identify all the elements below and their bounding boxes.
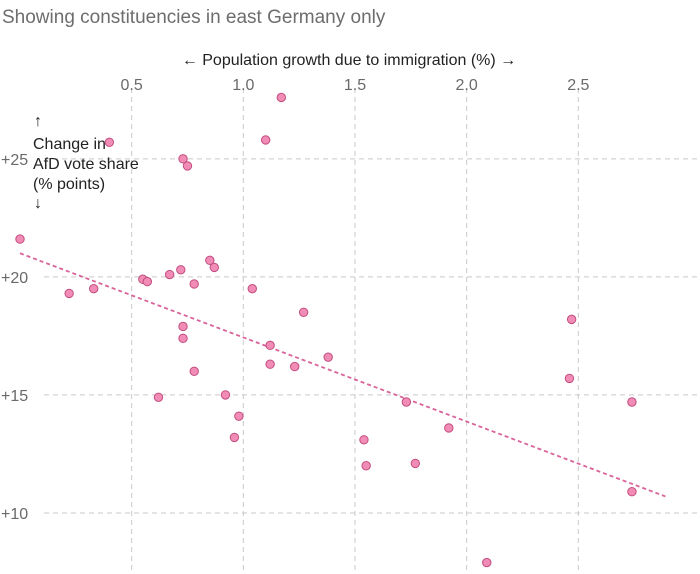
data-point [89, 283, 99, 294]
data-point [142, 276, 153, 287]
trendline-layer [19, 252, 666, 498]
data-point [189, 366, 199, 377]
data-point [410, 458, 420, 469]
data-point [178, 333, 188, 343]
data-point [444, 423, 454, 433]
y-axis-title-line: AfD vote share [33, 156, 139, 173]
y-tick-label: +10 [1, 506, 28, 523]
data-point [260, 135, 271, 145]
trendline [19, 252, 666, 498]
data-point [361, 461, 371, 471]
data-point [229, 432, 240, 443]
data-point [220, 390, 231, 400]
y-axis-title: ↑ Change in AfD vote share (% points) ↓ [33, 113, 139, 212]
grid-layer [44, 88, 700, 574]
x-tick-label: 0.5 [121, 77, 143, 94]
x-tick-label: 1.5 [344, 77, 366, 94]
data-point [265, 359, 275, 369]
data-point [205, 255, 215, 266]
data-point [564, 373, 575, 384]
data-point [566, 314, 577, 325]
data-point [209, 262, 220, 273]
points-layer [15, 92, 637, 568]
data-point [627, 397, 637, 407]
data-point [482, 557, 492, 568]
chart-subtitle: Showing constituencies in east Germany o… [2, 7, 386, 28]
data-point [276, 92, 286, 103]
x-tick-label: 2.5 [567, 77, 589, 94]
data-point [265, 340, 275, 351]
y-tick-label: +25 [1, 152, 28, 169]
y-axis-title-line: Change in [33, 136, 106, 153]
data-point [178, 321, 188, 332]
x-axis-title: ← Population growth due to immigration (… [182, 52, 516, 69]
data-point [290, 361, 300, 372]
data-point [627, 487, 637, 497]
y-tick-label: +20 [1, 270, 28, 287]
y-tick-label: +15 [1, 388, 28, 405]
tick-labels: 0.5 1.0 1.5 2.0 2.5 +10 +15 +20 +25 [1, 77, 590, 523]
y-axis-title-line: ↓ [34, 195, 42, 212]
data-point [323, 352, 333, 362]
data-point [359, 435, 369, 445]
data-point [234, 411, 244, 421]
data-point [176, 265, 186, 275]
data-point [178, 154, 188, 164]
data-point [104, 137, 115, 148]
data-point [401, 397, 412, 407]
data-point [247, 283, 257, 294]
data-point [153, 392, 164, 402]
x-tick-label: 1.0 [232, 77, 254, 94]
y-axis-title-line: (% points) [33, 176, 105, 193]
y-axis-title-line: ↑ [34, 113, 42, 130]
data-point [298, 307, 309, 317]
data-point [189, 279, 199, 289]
data-point [64, 288, 74, 299]
data-point [164, 269, 175, 280]
data-point [15, 234, 25, 244]
data-point [182, 161, 193, 171]
x-tick-label: 2.0 [456, 77, 478, 94]
